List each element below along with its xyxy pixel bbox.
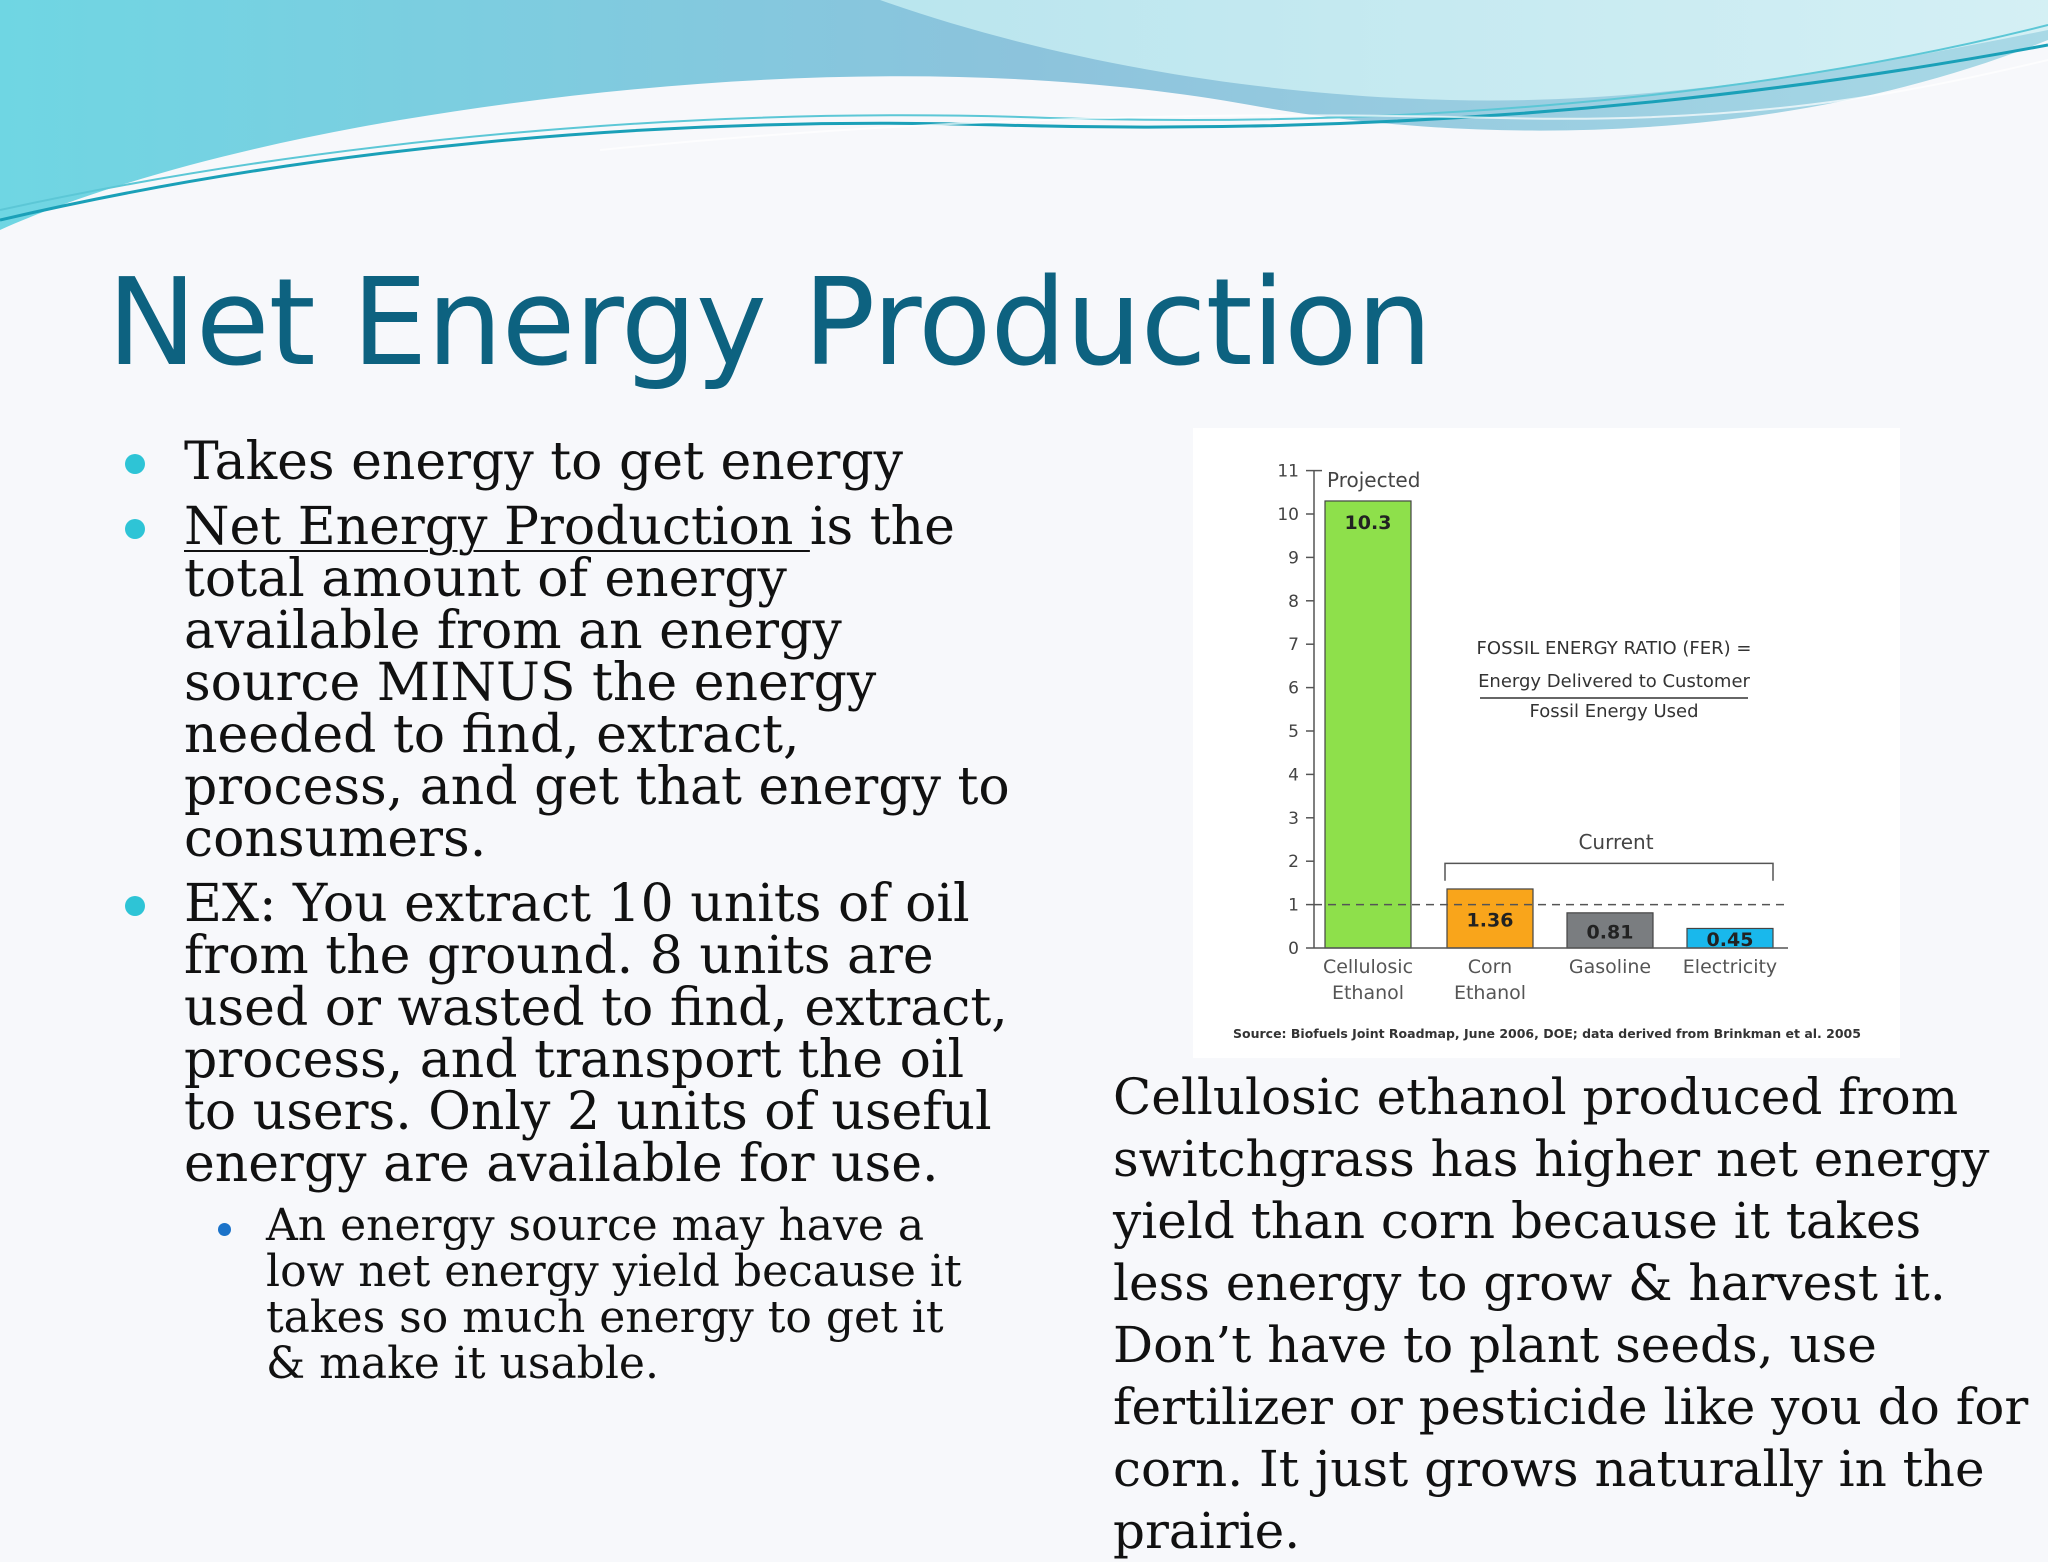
current-bracket xyxy=(1444,862,1774,881)
y-tick-label: 11 xyxy=(1277,462,1299,482)
formula-numerator: Energy Delivered to Customer xyxy=(1478,671,1750,692)
bullet-text: is the total amount of energy available … xyxy=(184,497,1010,869)
y-tick-label: 4 xyxy=(1288,765,1299,785)
y-tick-label: 2 xyxy=(1288,852,1299,872)
bullet-text: EX: You extract 10 units of oil from the… xyxy=(184,874,1008,1194)
bar-value-label: 0.81 xyxy=(1587,921,1634,943)
chart-panel: 0 1 2 3 4 5 6 7 8 9 10 11 Projected 10.3 Cellulosic Eth… xyxy=(1193,428,1900,1058)
y-tick-label: 3 xyxy=(1288,809,1299,829)
bar-value-label: 10.3 xyxy=(1345,512,1392,534)
y-tick-label: 7 xyxy=(1288,635,1299,655)
x-category-label: Ethanol xyxy=(1332,982,1404,1004)
sub-bullet-dot-icon xyxy=(218,1223,231,1236)
sub-bullet-item: An energy source may have a low net ener… xyxy=(218,1200,986,1389)
sub-bullet-text: An energy source may have a low net ener… xyxy=(266,1200,962,1389)
x-category-label: Corn xyxy=(1468,956,1512,978)
y-tick-label: 6 xyxy=(1288,679,1299,699)
y-tick-label: 9 xyxy=(1288,548,1299,568)
bar xyxy=(1566,912,1654,949)
fer-bar-chart: 0 1 2 3 4 5 6 7 8 9 10 11 Projected 10.3 Cellulosic Eth… xyxy=(1233,462,1861,1041)
x-category-label: Gasoline xyxy=(1569,956,1651,978)
bar-value-label: 1.36 xyxy=(1467,909,1514,931)
bullet-dot-icon xyxy=(125,519,145,539)
bullet-text: Takes energy to get energy xyxy=(184,432,904,492)
y-tick-label: 10 xyxy=(1277,505,1299,525)
bullet-item: Takes energy to get energy xyxy=(125,436,1014,488)
header-wave-decoration xyxy=(0,0,2048,230)
bullet-dot-icon xyxy=(125,896,145,916)
x-category-label: Ethanol xyxy=(1454,982,1526,1004)
projected-label: Projected xyxy=(1327,468,1420,492)
bullet-item: EX: You extract 10 units of oil from the… xyxy=(125,878,1014,1190)
bar xyxy=(1446,888,1534,949)
x-category-label: Cellulosic xyxy=(1323,956,1413,978)
formula-denominator: Fossil Energy Used xyxy=(1530,701,1699,722)
bullet-dot-icon xyxy=(125,454,145,474)
current-label: Current xyxy=(1578,830,1653,854)
chart-source: Source: Biofuels Joint Roadmap, June 200… xyxy=(1233,1026,1861,1041)
y-tick-label: 5 xyxy=(1288,722,1299,742)
slide-title: Net Energy Production xyxy=(107,254,1432,393)
formula-title: FOSSIL ENERGY RATIO (FER) = xyxy=(1477,638,1752,659)
y-tick-label: 1 xyxy=(1288,896,1299,916)
bullet-list: Takes energy to get energy Net Energy Pr… xyxy=(125,436,1014,1389)
x-category-label: Electricity xyxy=(1683,956,1777,978)
y-tick-label: 0 xyxy=(1288,939,1299,959)
bullet-item: Net Energy Production is the total amoun… xyxy=(125,501,1014,865)
bar xyxy=(1324,500,1412,949)
y-tick-label: 8 xyxy=(1288,592,1299,612)
bullet-term: Net Energy Production xyxy=(184,497,810,557)
chart-caption: Cellulosic ethanol produced from switchg… xyxy=(1113,1068,2029,1560)
bar-value-label: 0.45 xyxy=(1707,929,1754,951)
